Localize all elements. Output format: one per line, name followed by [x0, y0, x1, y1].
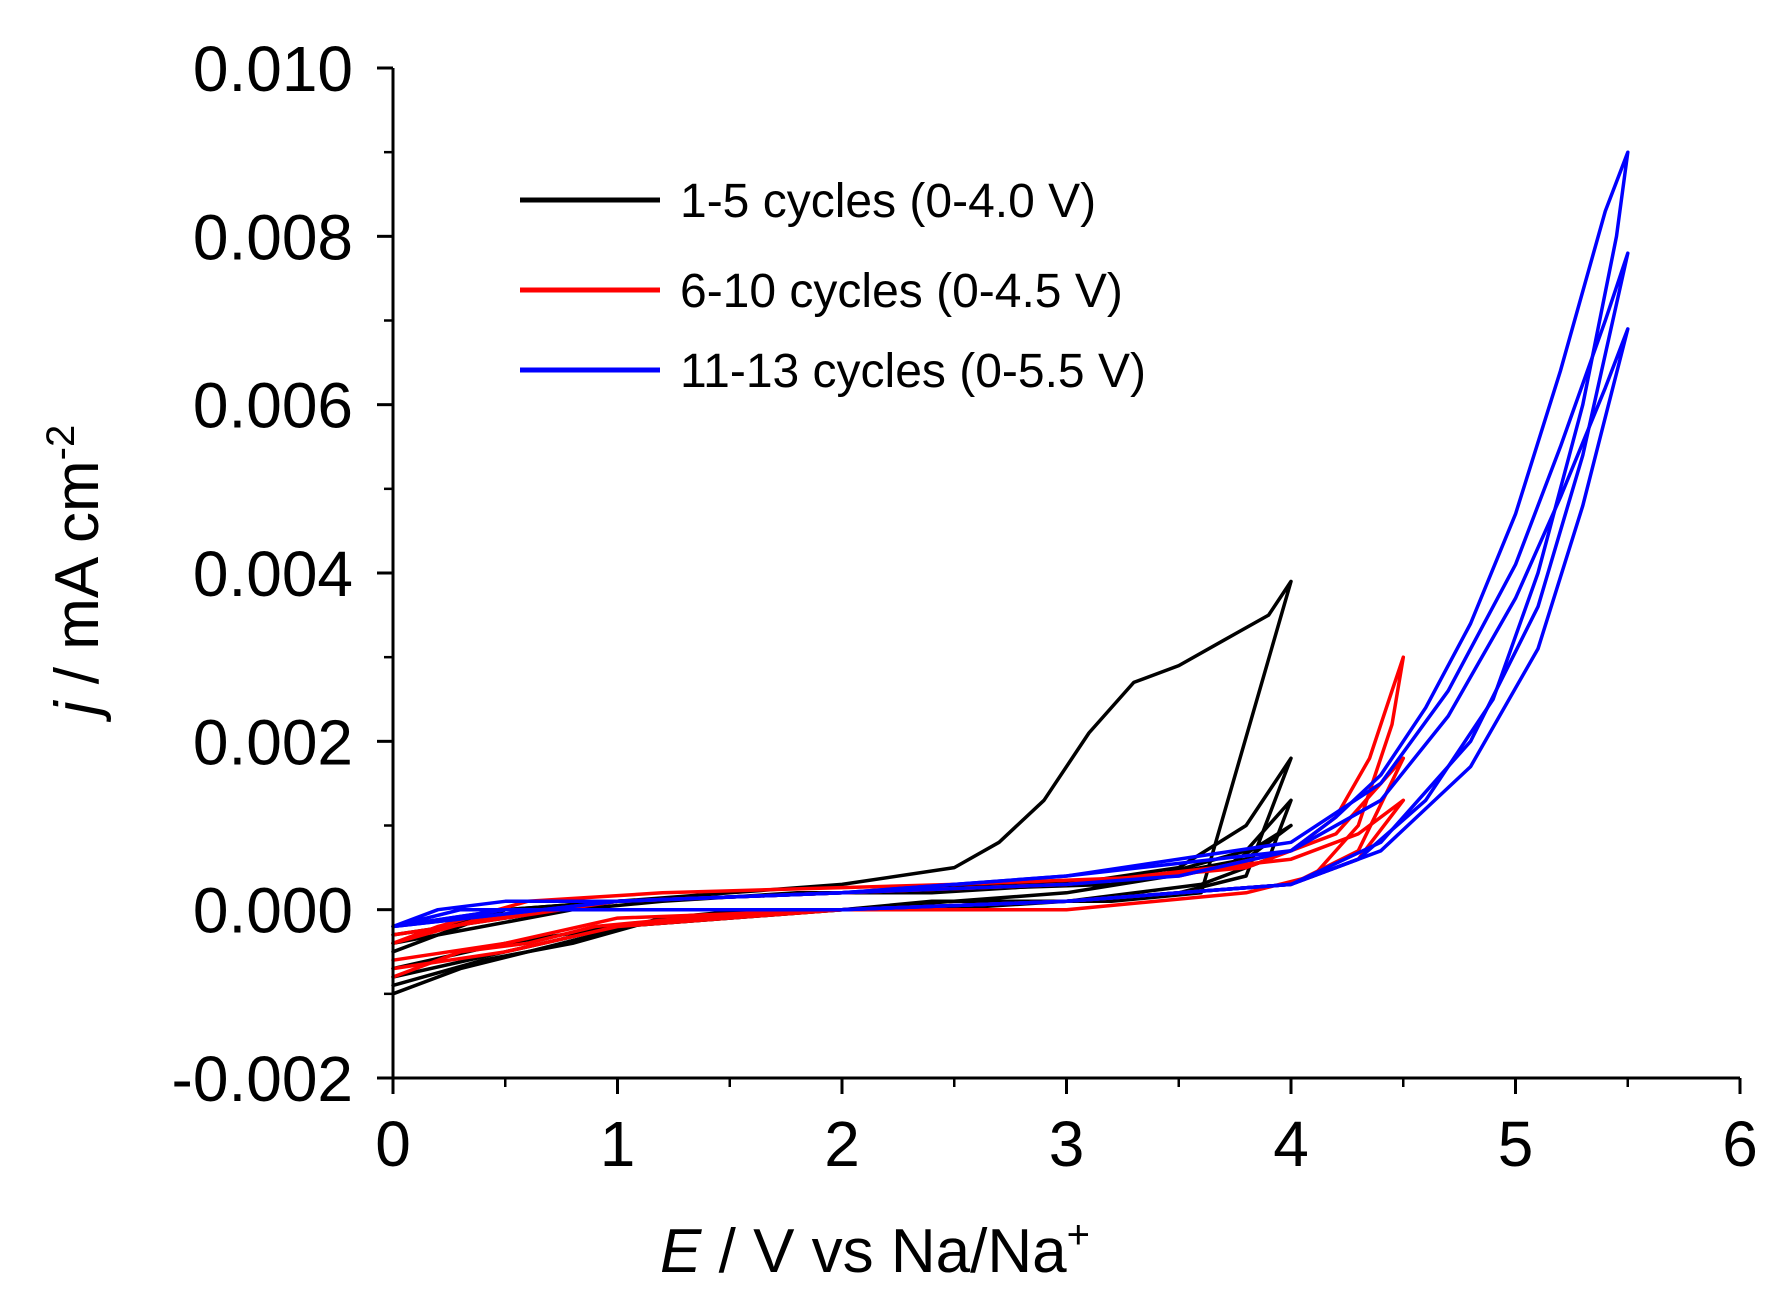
legend-label-3: 11-13 cycles (0-5.5 V) [680, 345, 1146, 398]
legend-label-2: 6-10 cycles (0-4.5 V) [680, 265, 1123, 318]
series-2-cycle-3-line [391, 798, 1406, 962]
y-tick-label: 0.002 [193, 706, 353, 778]
x-tick-label: 4 [1273, 1108, 1309, 1180]
x-tick-label: 1 [600, 1108, 636, 1180]
series-2-cycle-1-line [391, 655, 1406, 979]
x-tick-label: 0 [375, 1108, 411, 1180]
y-tick-label: 0.008 [193, 201, 353, 273]
y-tick-label: 0.000 [193, 875, 353, 947]
series-1-cycle-2-line [391, 756, 1293, 988]
x-axis-title: E / V vs Na/Na+ [660, 1213, 1090, 1286]
y-axis-title: j / mA cm-2 [39, 425, 112, 723]
y-tick-label: -0.002 [172, 1043, 353, 1115]
legend: 1-5 cycles (0-4.0 V) 6-10 cycles (0-4.5 V… [520, 175, 1146, 398]
y-tick-label: 0.010 [193, 33, 353, 105]
y-tick-label: 0.006 [193, 370, 353, 442]
x-tick-label: 2 [824, 1108, 860, 1180]
series-1-cycle-1-line [391, 579, 1293, 996]
x-tick-label: 6 [1722, 1108, 1758, 1180]
series-3-cycle-3-line [391, 327, 1630, 929]
ticks-layer: 0 1 2 3 4 5 6 -0.002 0.000 0.002 0.004 0.006 0.008 0.… [172, 33, 1758, 1180]
legend-label-1: 1-5 cycles (0-4.0 V) [680, 175, 1096, 228]
x-tick-label: 5 [1498, 1108, 1534, 1180]
x-tick-label: 3 [1049, 1108, 1085, 1180]
series-layer [391, 150, 1630, 996]
y-tick-label: 0.004 [193, 538, 353, 610]
